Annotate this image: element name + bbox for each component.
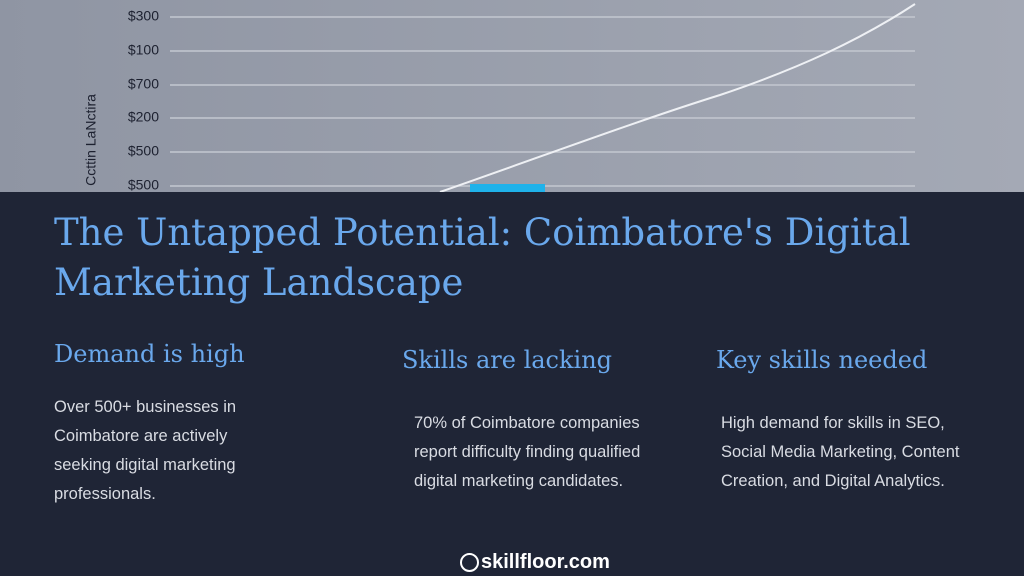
header-image: Ccttin LaNctira $300 $100 $700 $200 $500 $500 — [0, 0, 1024, 192]
image-label: $700 — [128, 76, 159, 92]
column-heading: Key skills needed — [716, 346, 928, 374]
column-text: Over 500+ businesses in Coimbatore are a… — [54, 398, 237, 503]
column-text: High demand for skills in SEO, Social Me… — [721, 414, 960, 490]
image-label: $300 — [128, 8, 159, 24]
logo — [460, 552, 479, 572]
column-heading: Skills are lacking — [402, 346, 613, 374]
image-label: $200 — [128, 109, 159, 125]
image-label: $500 — [128, 177, 159, 192]
image-background — [0, 0, 1024, 192]
footer-text: skillfloor.com — [481, 550, 610, 573]
title: The Untapped Potential: Coimbatore's Dig… — [54, 211, 911, 304]
image-axis-label: Ccttin LaNctira — [83, 94, 99, 186]
image-bar — [470, 184, 545, 192]
column-text: 70% of Coimbatore companies report diffi… — [414, 414, 641, 490]
image-label: $500 — [128, 143, 159, 159]
footer: skillfloor.com — [460, 548, 610, 576]
image-label: $100 — [128, 42, 159, 58]
image-curve — [439, 3, 916, 192]
column-heading: Demand is high — [54, 340, 245, 368]
